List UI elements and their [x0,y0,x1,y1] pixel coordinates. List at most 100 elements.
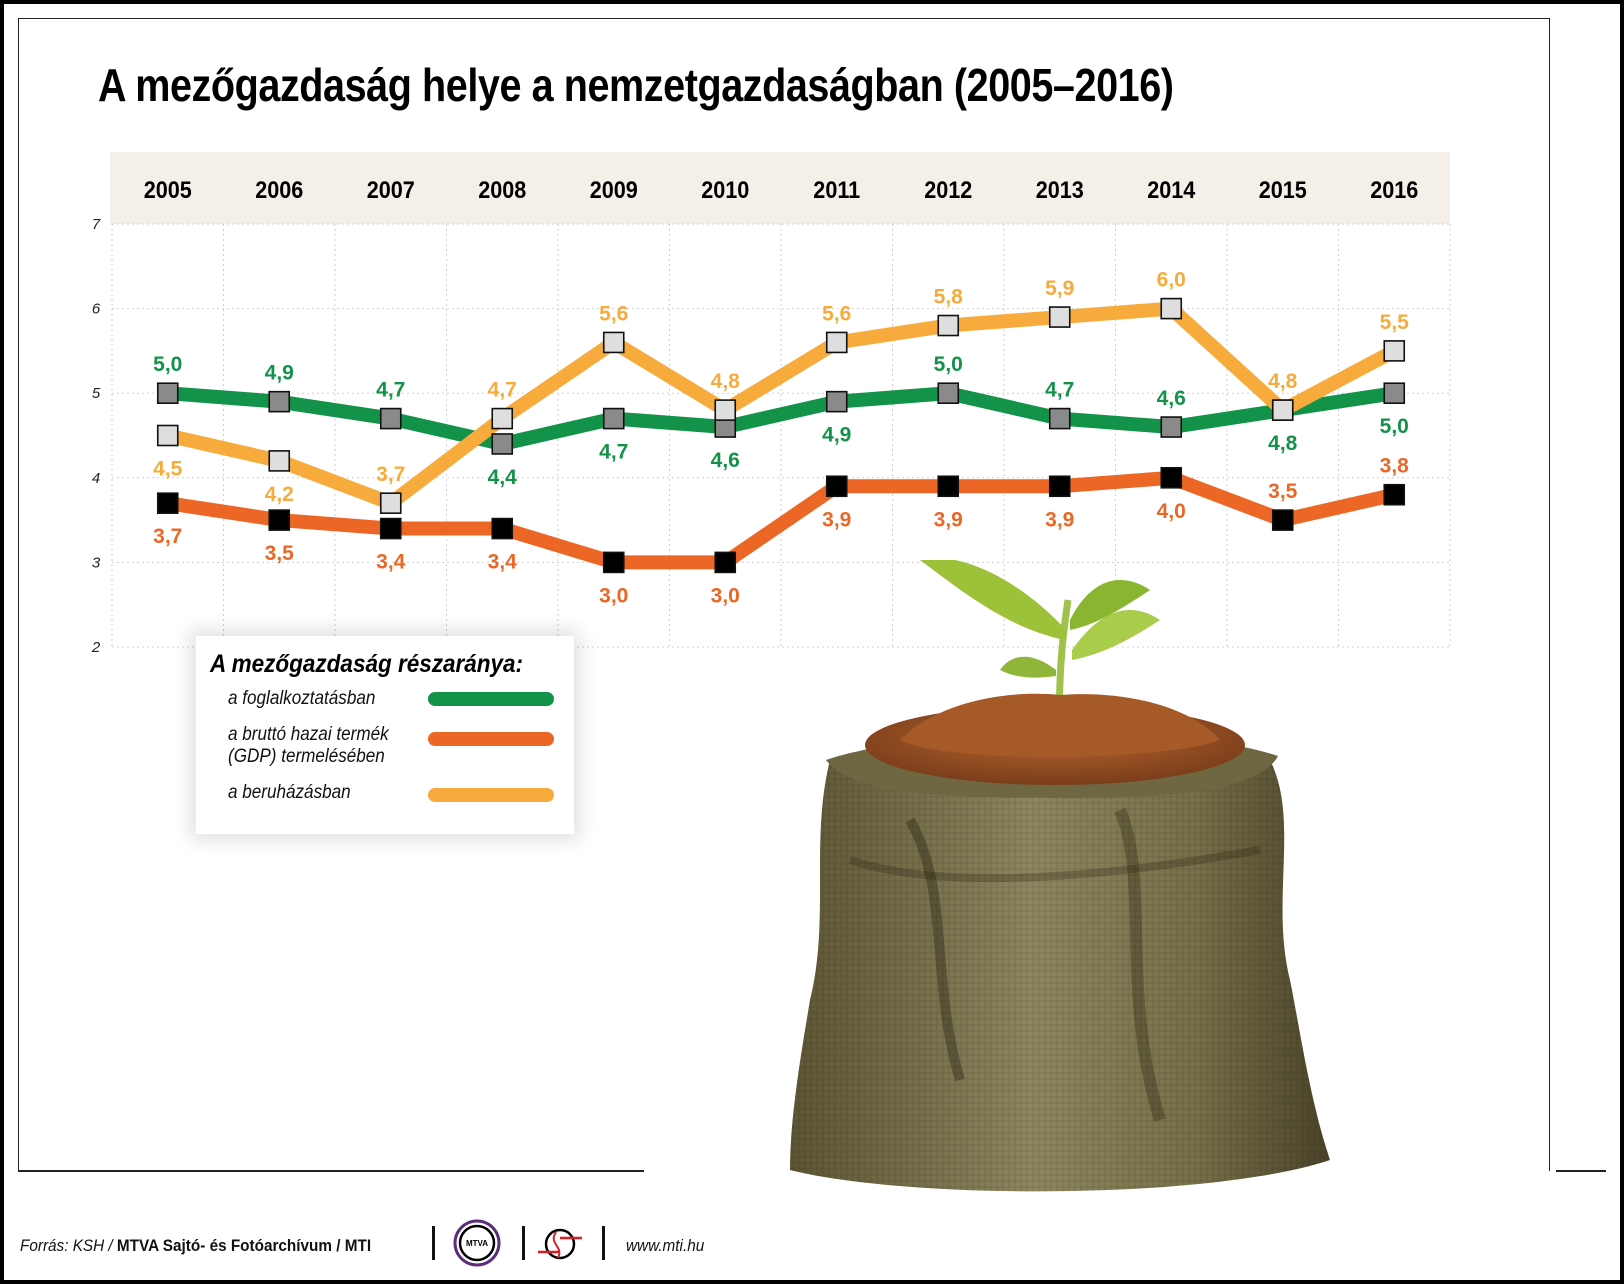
data-point-marker [379,492,402,514]
data-label: 4,0 [1157,500,1186,523]
y-tick-label: 7 [92,216,101,233]
data-label: 4,9 [822,424,851,447]
data-label: 4,2 [265,483,294,506]
data-label: 4,6 [1157,387,1186,410]
data-point-marker [1048,306,1071,328]
data-label: 3,0 [711,584,740,607]
source-agency: MTVA Sajtó- és Fotóarchívum / MTI [116,1236,372,1255]
chart-legend: A mezőgazdaság részaránya: a foglalkozta… [196,636,574,834]
legend-label-investment: a beruházásban [228,782,351,803]
frame-line [1556,1170,1606,1172]
year-label: 2012 [924,176,972,203]
separator [602,1226,605,1260]
year-label: 2013 [1036,176,1084,203]
year-label: 2005 [144,176,192,203]
data-label: 3,5 [1268,480,1298,503]
series-line [166,301,1398,512]
data-point-marker [1048,475,1071,498]
chart-title: A mezőgazdaság helye a nemzetgazdaságban… [98,59,1174,111]
data-point-marker [937,314,960,337]
data-label: 4,8 [1268,370,1298,393]
legend-title: A mezőgazdaság részaránya: [210,650,524,678]
sack-with-seedling-illustration [790,560,1330,1192]
data-label: 3,4 [488,551,518,574]
y-tick-label: 6 [92,301,101,318]
data-label: 4,4 [488,466,518,489]
data-label: 4,7 [599,441,628,464]
year-label: 2010 [701,176,749,203]
year-label: 2006 [255,176,303,203]
legend-swatch-gdp [428,732,554,746]
data-label: 5,8 [934,286,964,309]
data-point-marker [825,475,848,498]
source-credit: Forrás: KSH / MTVA Sajtó- és Fotóarchívu… [20,1236,371,1256]
year-header-band [110,152,1450,224]
data-label: 5,9 [1045,277,1074,300]
year-label: 2007 [367,176,415,203]
data-label: 5,6 [599,302,628,325]
legend-label-gdp: a bruttó hazai termék (GDP) termelésében [228,724,389,767]
data-label: 5,5 [1380,311,1410,334]
svg-text:MTVA: MTVA [466,1239,488,1248]
data-point-marker [268,509,291,531]
data-point-marker [379,517,402,540]
data-label: 3,7 [153,525,182,548]
year-label: 2011 [813,176,860,203]
data-point-marker [602,331,625,354]
data-label: 3,4 [376,551,406,574]
series-line [166,470,1396,570]
data-point-marker [1383,340,1406,362]
data-label: 3,8 [1380,455,1410,478]
data-label: 4,9 [265,362,294,385]
data-point-marker [156,492,179,514]
data-label: 4,7 [488,379,517,402]
data-point-marker [602,407,625,430]
year-label: 2014 [1147,176,1195,203]
data-point-marker [156,424,179,447]
data-point-marker [1048,407,1071,430]
year-label: 2016 [1370,176,1418,203]
data-label: 3,0 [599,584,628,607]
series-line [167,386,1396,452]
data-point-marker [156,382,179,405]
data-label: 4,7 [1045,379,1074,402]
year-label: 2008 [478,176,526,203]
separator [432,1226,435,1260]
legend-swatch-employment [428,692,554,706]
data-label: 6,0 [1157,269,1186,292]
data-point-marker [714,551,737,574]
data-point-marker [1383,382,1406,405]
data-label: 4,6 [711,449,740,472]
data-label: 5,0 [1380,415,1409,438]
data-label: 3,9 [934,508,963,531]
inner-frame [18,18,1550,1171]
data-point-marker [825,331,848,354]
data-label: 4,8 [711,370,741,393]
data-label: 3,5 [265,542,295,565]
data-label: 3,7 [376,463,405,486]
y-tick-label: 3 [92,554,101,571]
data-point-marker [491,433,514,455]
data-point-marker [937,475,960,498]
data-point-marker [268,390,291,413]
data-label: 5,0 [934,353,963,376]
data-point-marker [1383,483,1406,506]
data-label: 5,6 [822,302,851,325]
data-label: 5,0 [153,353,182,376]
data-point-marker [491,517,514,540]
year-label: 2009 [590,176,638,203]
data-point-marker [825,390,848,413]
year-label: 2015 [1259,176,1307,203]
data-point-marker [1160,297,1183,320]
data-point-marker [714,399,737,421]
data-label: 3,9 [1045,508,1074,531]
data-label: 3,9 [822,508,851,531]
separator [522,1226,525,1260]
website-link[interactable]: www.mti.hu [626,1236,705,1255]
y-tick-label: 4 [92,470,100,487]
data-point-marker [602,551,625,574]
data-point-marker [1271,509,1294,531]
mti-logo-icon [538,1228,582,1260]
